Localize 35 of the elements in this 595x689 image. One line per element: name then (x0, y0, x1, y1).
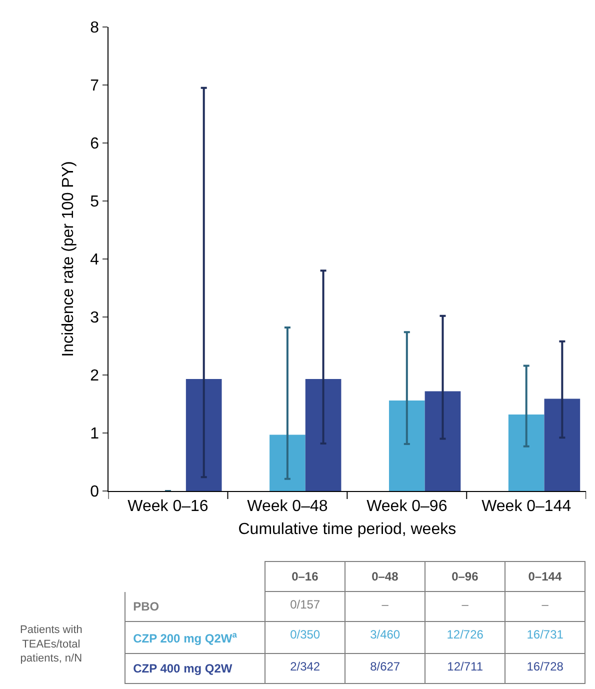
y-tick-label: 8 (90, 20, 100, 37)
text: – (542, 598, 549, 612)
text: CZP 400 mg Q2W (133, 662, 233, 676)
y-axis-title: Incidence rate (per 100 PY) (60, 161, 78, 357)
text: – (382, 598, 389, 612)
y-tick-label: 7 (90, 78, 100, 95)
x-axis-title: Cumulative time period, weeks (238, 520, 456, 538)
legend-label: PBO (133, 600, 160, 614)
text: 0/157 (290, 598, 320, 612)
y-tick-label: 2 (90, 368, 100, 385)
text: Patients with TEAEs/total patients, n/N (20, 624, 82, 665)
text: 0/350 (290, 628, 320, 642)
text: 12/726 (446, 628, 484, 642)
y-tick-label: 0 (90, 484, 100, 501)
text: 12/711 (447, 660, 484, 674)
text: 8/627 (370, 660, 400, 674)
text: – (462, 598, 469, 612)
text: 3/460 (370, 628, 400, 642)
y-tick-label: 4 (90, 252, 100, 269)
y-tick-label: 5 (90, 194, 100, 211)
y-tick-label: 6 (90, 136, 100, 153)
y-tick-label: 1 (90, 426, 100, 443)
x-tick-label: Week 0–144 (482, 498, 572, 516)
text: 16/731 (526, 628, 564, 642)
text: 0–16 (292, 570, 319, 584)
y-tick-label: 3 (90, 310, 100, 327)
x-tick-label: Week 0–16 (128, 498, 208, 516)
text: CZP 200 mg Q2W$^{a}$ (133, 630, 238, 646)
text: 0–96 (452, 570, 479, 584)
text: 16/728 (526, 660, 564, 674)
text: 0–48 (372, 570, 399, 584)
text: 0–144 (528, 570, 562, 584)
x-tick-label: Week 0–96 (366, 498, 448, 516)
text: 2/342 (290, 660, 320, 674)
x-tick-label: Week 0–48 (247, 498, 328, 516)
